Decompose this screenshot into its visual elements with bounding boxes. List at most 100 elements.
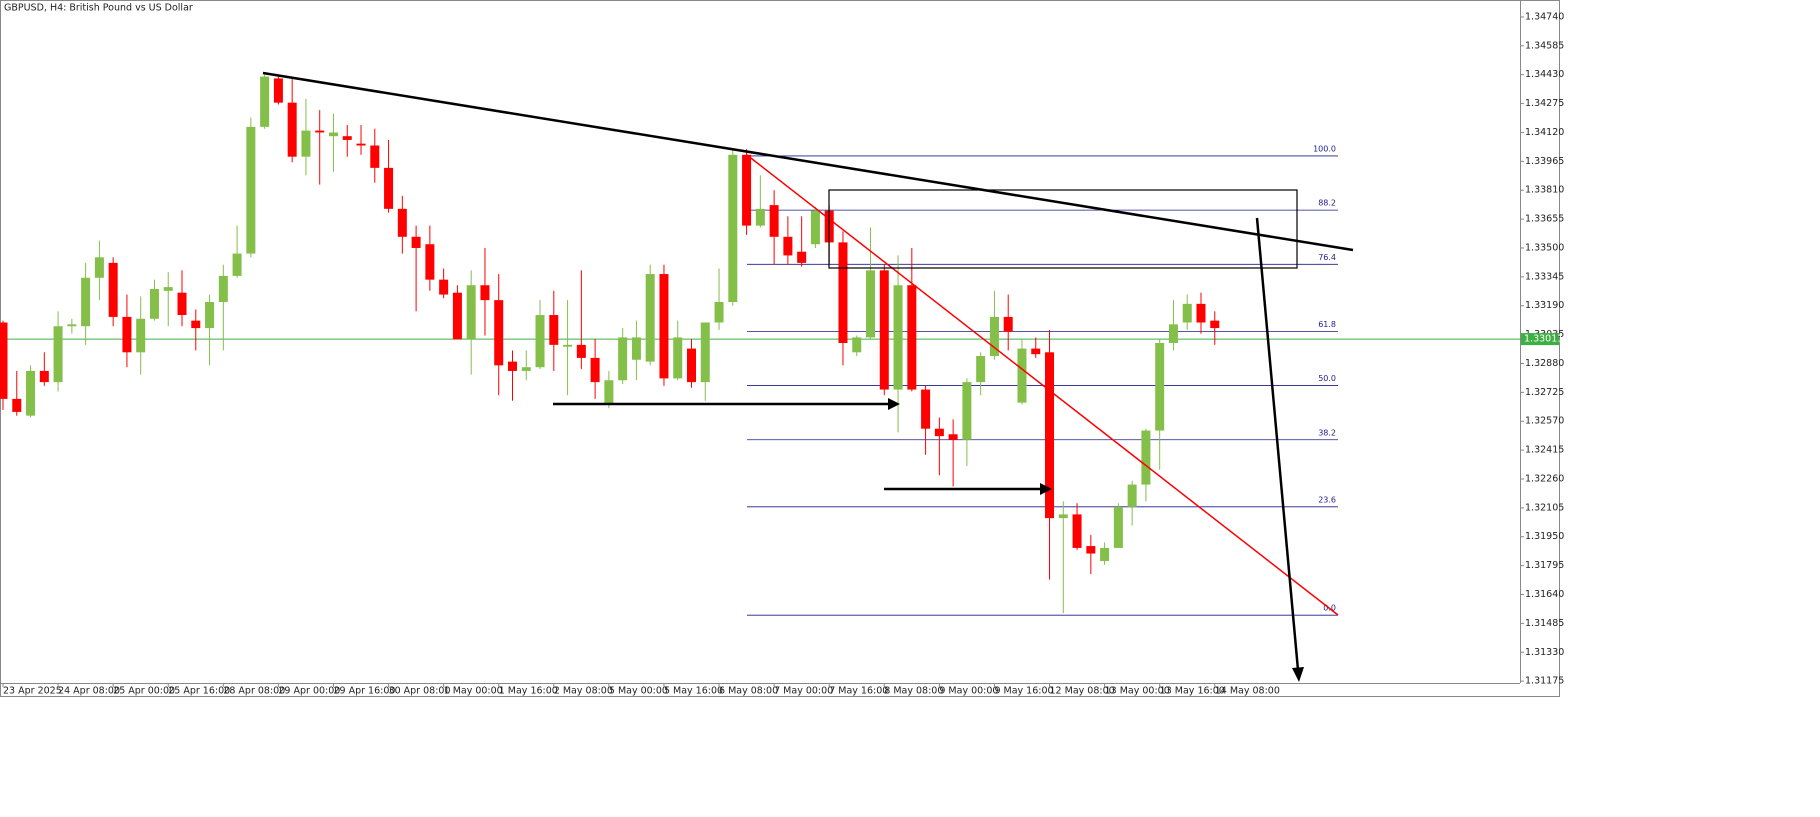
x-tick-label: 13 May 00:00 xyxy=(1105,686,1170,697)
fib-label: 61.8 xyxy=(1318,320,1336,329)
x-tick-label: 8 May 08:00 xyxy=(884,686,943,697)
candle-body xyxy=(576,344,586,358)
candle-body xyxy=(879,270,889,390)
candle-body xyxy=(783,236,793,256)
last-price-label: 1.33011 xyxy=(1524,334,1563,345)
x-tick-label: 13 May 16:00 xyxy=(1160,686,1225,697)
y-tick-label: 1.32260 xyxy=(1525,473,1564,484)
candle-body xyxy=(797,251,807,263)
y-tick-label: 1.34740 xyxy=(1525,11,1564,22)
y-tick-label: 1.34120 xyxy=(1525,127,1564,138)
candle-body xyxy=(549,315,559,345)
y-tick-label: 1.33500 xyxy=(1525,242,1564,253)
candle-body xyxy=(1100,547,1110,561)
candle-body xyxy=(1031,348,1041,355)
candle-body xyxy=(673,337,683,379)
candle-body xyxy=(810,210,820,245)
chart-title: GBPUSD, H4: British Pound vs US Dollar xyxy=(4,3,193,14)
candle-body xyxy=(0,322,8,399)
candle-body xyxy=(218,275,228,303)
candle-body xyxy=(1210,320,1220,329)
y-tick-label: 1.33810 xyxy=(1525,185,1564,196)
x-tick-label: 1 May 16:00 xyxy=(499,686,558,697)
x-tick-label: 6 May 08:00 xyxy=(719,686,778,697)
candle-body xyxy=(521,367,531,371)
x-tick-label: 7 May 16:00 xyxy=(829,686,888,697)
candle-body xyxy=(618,337,628,381)
y-tick-label: 1.31640 xyxy=(1525,589,1564,600)
candle-body xyxy=(425,244,435,280)
plot: 1.34740 1.34585 1.34430 1.34275 1.34120 1.339… xyxy=(0,11,1564,697)
x-tick-label: 25 Apr 16:00 xyxy=(168,686,230,697)
candle-body xyxy=(1155,342,1165,431)
candle-body xyxy=(342,136,352,140)
candle-body xyxy=(67,324,77,327)
candle-body xyxy=(852,337,862,353)
x-tick-label: 2 May 08:00 xyxy=(554,686,613,697)
arrow-head xyxy=(1292,667,1304,682)
candle-body xyxy=(53,326,63,383)
y-tick-label: 1.32415 xyxy=(1525,445,1564,456)
candle-body xyxy=(122,316,132,353)
fib-label: 88.2 xyxy=(1318,199,1336,208)
candle-body xyxy=(81,277,91,327)
candle-body xyxy=(384,167,394,209)
candle-body xyxy=(714,302,724,323)
candle-body xyxy=(1003,316,1013,332)
x-tick-label: 9 May 16:00 xyxy=(994,686,1053,697)
candle-body xyxy=(12,398,22,412)
candle-body xyxy=(494,300,504,366)
y-tick-label: 1.31330 xyxy=(1525,647,1564,658)
candle-body xyxy=(507,361,517,371)
x-tick-label: 12 May 08:00 xyxy=(1050,686,1115,697)
y-tick-label: 1.31795 xyxy=(1525,560,1564,571)
candle-body xyxy=(1113,506,1123,548)
candle-body xyxy=(907,285,917,390)
candle-body xyxy=(687,348,696,383)
candle-body xyxy=(838,242,848,343)
y-tick-label: 1.33965 xyxy=(1525,156,1564,167)
candle-body xyxy=(452,292,462,340)
x-tick-label: 24 Apr 08:00 xyxy=(58,686,120,697)
x-tick-label: 29 Apr 00:00 xyxy=(278,686,340,697)
candle-body xyxy=(604,380,614,405)
x-tick-label: 25 Apr 00:00 xyxy=(113,686,175,697)
candle-body xyxy=(1017,348,1027,403)
y-tick-label: 1.34585 xyxy=(1525,40,1564,51)
y-tick-label: 1.33190 xyxy=(1525,300,1564,311)
y-tick-label: 1.32105 xyxy=(1525,502,1564,513)
candle-body xyxy=(921,389,931,429)
candle-body xyxy=(260,76,270,127)
arrow-head xyxy=(1040,483,1052,495)
drawings xyxy=(262,71,1354,682)
candle-body xyxy=(177,292,187,316)
x-tick-label: 5 May 16:00 xyxy=(664,686,723,697)
trend-line xyxy=(746,154,1339,616)
x-tick-label: 30 Apr 08:00 xyxy=(389,686,451,697)
candle-body xyxy=(205,302,215,329)
candle-body xyxy=(328,132,338,137)
candle-body xyxy=(1072,514,1082,548)
candle-body xyxy=(1086,546,1096,554)
candle-body xyxy=(590,357,600,383)
candle-body xyxy=(315,130,325,133)
y-tick-label: 1.31485 xyxy=(1525,618,1564,629)
trend-line xyxy=(262,71,1354,252)
chart-frame xyxy=(0,0,1560,697)
zone-box xyxy=(828,189,1298,269)
candle-body xyxy=(1127,484,1137,507)
candle-body xyxy=(246,126,256,254)
last-price-tag xyxy=(1521,333,1559,346)
candle-body xyxy=(480,285,490,301)
candle-body xyxy=(728,154,738,303)
fib-label: 38.2 xyxy=(1318,428,1336,437)
candle-body xyxy=(948,434,958,440)
fib-label: 50.0 xyxy=(1318,374,1336,383)
candle-body xyxy=(136,318,146,353)
candle-body xyxy=(962,382,972,440)
candle-body xyxy=(149,288,159,319)
candle-body xyxy=(1182,303,1192,323)
x-tick-label: 5 May 00:00 xyxy=(609,686,668,697)
y-tick-label: 1.33655 xyxy=(1525,214,1564,225)
